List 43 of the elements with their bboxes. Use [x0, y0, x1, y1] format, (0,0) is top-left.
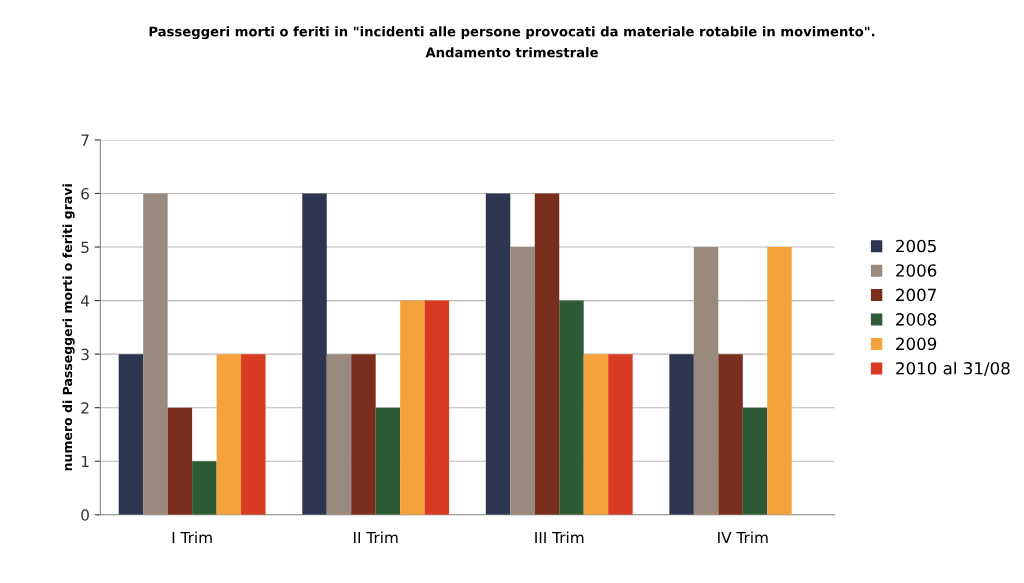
bar: [326, 354, 352, 515]
y-tick-label: 5: [81, 241, 89, 254]
bar: [192, 461, 217, 515]
y-axis-title: numero di Passeggeri morti o feriti gravi: [62, 184, 75, 471]
bar: [510, 247, 535, 515]
bar: [167, 407, 193, 515]
legend-label: 2007: [896, 288, 936, 302]
bar: [302, 193, 327, 515]
y-tick-label: 3: [81, 348, 89, 361]
y-tick-label: 0: [81, 509, 89, 521]
x-tick-label: II Trim: [354, 531, 398, 544]
bar: [583, 354, 609, 515]
legend-label: 2008: [896, 313, 937, 326]
bar: [143, 193, 168, 515]
bar: [400, 300, 425, 515]
x-tick-label: III Trim: [535, 531, 584, 544]
bar: [375, 407, 401, 515]
bar: [718, 354, 743, 515]
bar: [693, 247, 719, 515]
x-tick-label: I Trim: [172, 531, 212, 544]
y-tick-label: 7: [81, 134, 89, 146]
bar: [767, 247, 792, 515]
bar: [669, 354, 694, 515]
y-tick-label: 4: [80, 295, 90, 307]
bar: [608, 354, 633, 515]
legend-label: 2005: [896, 239, 936, 253]
y-tick-label: 6: [81, 187, 89, 200]
bar: [241, 354, 266, 515]
bar: [351, 354, 376, 515]
x-tick-label: IV Trim: [718, 531, 768, 544]
bar: [742, 407, 768, 515]
bar: [424, 300, 450, 515]
bar: [118, 354, 144, 515]
bar: [485, 193, 511, 515]
bar: [216, 354, 242, 515]
bar: [534, 193, 560, 515]
legend-label: 2006: [896, 264, 937, 277]
chart-title: Passeggeri morti o feriti in "incidenti alle persone provocati da materiale rotabile in movimento". Andamento trimestrale: [149, 26, 875, 58]
legend-label: 2010 al 31/08: [896, 361, 1010, 376]
y-tick-label: 1: [81, 455, 89, 468]
y-tick-label: 2: [81, 402, 89, 414]
bar: [559, 300, 584, 515]
legend-label: 2009: [896, 337, 937, 351]
